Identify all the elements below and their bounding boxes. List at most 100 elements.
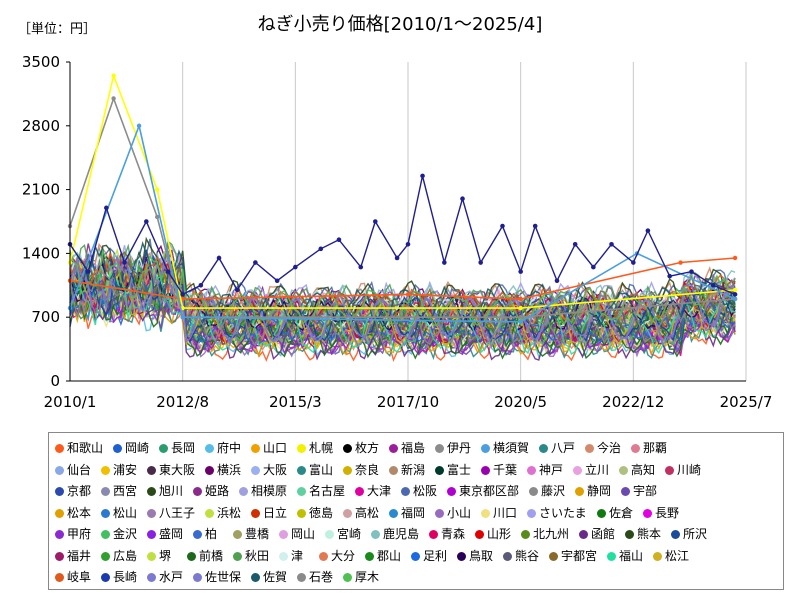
legend-marker xyxy=(457,551,466,561)
legend-item: 藤沢 xyxy=(529,482,565,500)
series-point xyxy=(420,173,425,179)
legend-label: 横須賀 xyxy=(493,441,530,455)
series-point xyxy=(405,292,411,297)
legend-label: 青森 xyxy=(441,527,466,541)
legend-label: 足利 xyxy=(423,548,448,563)
legend-marker xyxy=(205,465,214,475)
legend-item: 鳥取 xyxy=(457,547,493,565)
legend-item: さいたま xyxy=(527,504,587,522)
legend-label: 八戸 xyxy=(551,441,576,455)
legend-marker xyxy=(343,465,352,475)
legend-label: 西宮 xyxy=(113,484,138,498)
axes: 2010/1 2012/8 2015/3 2017/10 2020/5 2022/12 20… xyxy=(22,53,773,411)
series-point xyxy=(180,315,185,320)
legend-marker xyxy=(55,508,64,518)
legend-item: 高知 xyxy=(619,461,655,479)
series-point xyxy=(180,292,185,297)
legend-marker xyxy=(319,551,328,561)
series-point xyxy=(318,246,324,252)
legend-marker xyxy=(101,551,110,561)
legend-item: 枚方 xyxy=(343,439,379,457)
legend-marker xyxy=(297,444,306,453)
legend-item: 浜松 xyxy=(205,504,241,522)
legend-label: 日立 xyxy=(263,505,288,520)
legend-marker xyxy=(101,465,110,475)
legend-label: 富山 xyxy=(309,462,334,477)
series-point xyxy=(518,305,523,311)
legend-label: 東京都区部 xyxy=(459,484,520,498)
series-line xyxy=(69,277,736,345)
x-tick-label: 2022/12 xyxy=(602,393,664,411)
legend-row: 福井 広島 堺 前橋 秋田 津 大分 郡山 足利 鳥取 熊谷 宇都宮 福山 松江 xyxy=(55,547,779,565)
legend-item: 宇部 xyxy=(621,482,657,500)
legend-item: 佐倉 xyxy=(597,504,633,522)
legend-label: 千葉 xyxy=(493,462,518,477)
legend-marker xyxy=(631,444,640,453)
legend-item: 鹿児島 xyxy=(371,525,419,543)
legend-item: 山形 xyxy=(475,525,511,543)
legend-item: 仙台 xyxy=(55,461,91,479)
legend-marker xyxy=(147,530,156,539)
legend-label: 岡崎 xyxy=(125,441,150,455)
legend-label: 山形 xyxy=(487,527,512,541)
legend-item: 郡山 xyxy=(365,547,401,565)
legend-marker xyxy=(435,465,444,475)
series-point xyxy=(645,228,651,233)
legend-item: 相模原 xyxy=(239,482,287,500)
legend-label: 佐世保 xyxy=(205,570,242,584)
legend-label: 仙台 xyxy=(67,462,92,477)
legend-item: 大阪 xyxy=(251,461,287,479)
legend-marker xyxy=(585,444,594,453)
legend-label: 川崎 xyxy=(677,462,702,477)
legend-label: 浦安 xyxy=(113,462,138,477)
series-point xyxy=(372,219,378,224)
series-line xyxy=(69,242,736,339)
series-point xyxy=(274,278,280,284)
legend-marker xyxy=(435,508,444,518)
legend-marker xyxy=(233,551,242,561)
legend-marker xyxy=(101,487,110,496)
legend-item: 長野 xyxy=(643,504,679,522)
legend-label: 熊本 xyxy=(637,527,662,541)
y-tick-label: 700 xyxy=(31,308,60,326)
legend-label: さいたま xyxy=(539,505,587,520)
legend-label: 松阪 xyxy=(413,484,438,498)
legend-item: 小山 xyxy=(435,504,471,522)
legend-marker xyxy=(251,465,260,475)
legend-marker xyxy=(147,551,156,561)
legend-item: 八王子 xyxy=(147,504,195,522)
legend-marker xyxy=(447,487,456,496)
series-point xyxy=(442,260,447,265)
series-point xyxy=(122,260,127,265)
legend-label: 松本 xyxy=(67,505,92,520)
legend-row: 京都 西宮 旭川 姫路 相模原 名古屋 大津 松阪 東京都区部 藤沢 静岡 宇部 xyxy=(55,482,779,500)
legend-item: 浦安 xyxy=(101,461,137,479)
legend-label: 那覇 xyxy=(643,441,668,455)
legend-row: 和歌山 岡崎 長岡 府中 山口 札幌 枚方 福島 伊丹 横須賀 八戸 今治 那覇 xyxy=(55,439,779,457)
legend-label: 宇都宮 xyxy=(561,548,598,563)
legend-item: 足利 xyxy=(411,547,447,565)
legend-label: 立川 xyxy=(585,462,610,477)
legend-item: 長岡 xyxy=(159,439,195,457)
legend-marker xyxy=(101,508,110,518)
legend-marker xyxy=(597,508,606,518)
legend-label: 所沢 xyxy=(683,527,708,541)
legend-label: 川口 xyxy=(493,505,518,520)
series-point xyxy=(572,241,578,247)
legend-row: 仙台 浦安 東大阪 横浜 大阪 富山 奈良 新潟 富士 千葉 神戸 立川 高知 川崎 xyxy=(55,461,779,479)
legend-marker xyxy=(193,530,202,539)
legend-item: 松阪 xyxy=(401,482,437,500)
legend-marker xyxy=(429,530,438,539)
legend-item: 前橋 xyxy=(187,547,223,565)
series-line-札幌 xyxy=(69,72,736,309)
series-point xyxy=(460,196,465,202)
legend-marker xyxy=(625,530,634,539)
highlight-series xyxy=(67,173,738,297)
legend-item: 水戸 xyxy=(147,568,183,586)
legend-marker xyxy=(193,573,202,582)
legend-label: 山口 xyxy=(263,441,288,455)
y-tick-label: 2100 xyxy=(22,181,60,199)
legend-label: 福岡 xyxy=(401,505,426,520)
legend-item: 千葉 xyxy=(481,461,517,479)
legend-marker xyxy=(343,444,352,453)
